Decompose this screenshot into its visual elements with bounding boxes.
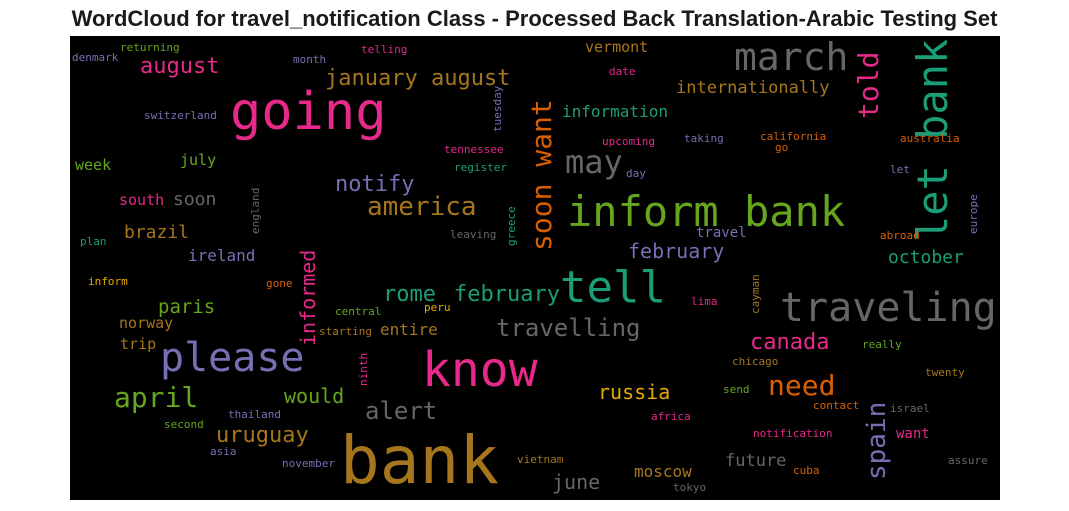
- word-told: told: [852, 51, 885, 119]
- word-america: america: [367, 192, 477, 222]
- word-april: april: [114, 381, 199, 414]
- word-cuba: cuba: [793, 464, 820, 477]
- word-thailand: thailand: [228, 408, 281, 421]
- word-spain: spain: [862, 401, 892, 480]
- word-traveling: traveling: [780, 285, 997, 331]
- word-travel: travel: [696, 225, 747, 241]
- word-ireland: ireland: [188, 246, 256, 265]
- word-july: july: [180, 151, 217, 169]
- word-chicago: chicago: [732, 355, 779, 368]
- word-soon: soon: [173, 189, 217, 210]
- word-paris: paris: [158, 296, 216, 318]
- word-gone: gone: [266, 277, 293, 290]
- word-russia: russia: [598, 380, 671, 404]
- word-go: go: [775, 141, 789, 154]
- word-telling: telling: [361, 43, 408, 56]
- word-california: california: [760, 130, 827, 143]
- word-denmark: denmark: [72, 51, 119, 64]
- word-abroad: abroad: [880, 229, 920, 242]
- word-let: let: [890, 163, 910, 176]
- word-rome: rome: [383, 282, 436, 307]
- word-cayman: cayman: [749, 274, 762, 314]
- word-know: know: [422, 342, 538, 398]
- word-africa: africa: [651, 410, 691, 423]
- chart-title: WordCloud for travel_notification Class …: [71, 6, 998, 31]
- word-date: date: [609, 65, 636, 78]
- word-lima: lima: [691, 295, 718, 308]
- word-really: really: [862, 338, 902, 351]
- word-bank: bank: [340, 422, 499, 499]
- word-ninth: ninth: [357, 352, 370, 386]
- word-january-august: january august: [325, 66, 511, 91]
- word-vermont: vermont: [585, 38, 649, 56]
- word-inform-bank: inform bank: [567, 187, 846, 236]
- word-tell: tell: [560, 262, 666, 313]
- word-upcoming: upcoming: [602, 135, 655, 148]
- word-february-mid: february: [454, 282, 560, 307]
- word-vietnam: vietnam: [517, 453, 564, 466]
- word-uruguay: uruguay: [216, 423, 309, 448]
- word-south: south: [119, 191, 165, 209]
- word-greece: greece: [505, 206, 518, 246]
- word-australia: australia: [900, 132, 960, 145]
- word-inform: inform: [88, 275, 128, 288]
- word-taking: taking: [684, 132, 724, 145]
- word-entire: entire: [380, 320, 438, 339]
- word-tokyo: tokyo: [673, 481, 707, 494]
- word-soon-want: soon want: [525, 99, 558, 251]
- word-day: day: [626, 167, 646, 180]
- word-israel: israel: [890, 402, 930, 415]
- word-october: october: [888, 247, 964, 268]
- word-switzerland: switzerland: [144, 109, 217, 122]
- word-want: want: [896, 426, 930, 442]
- word-canada: canada: [750, 330, 830, 355]
- word-leaving: leaving: [450, 228, 497, 241]
- word-tuesday: tuesday: [491, 85, 504, 132]
- word-trip: trip: [120, 335, 157, 353]
- word-informed: informed: [296, 249, 320, 346]
- word-august: august: [140, 54, 220, 79]
- word-information: information: [562, 102, 668, 121]
- word-brazil: brazil: [124, 222, 190, 243]
- word-second: second: [164, 418, 204, 431]
- word-asia: asia: [210, 445, 237, 458]
- word-month: month: [293, 53, 327, 66]
- word-norway: norway: [119, 314, 174, 332]
- word-june: june: [552, 470, 601, 494]
- wordcloud-canvas: bank going inform bank traveling know pl…: [70, 36, 1000, 500]
- word-contact: contact: [813, 399, 860, 412]
- word-march: march: [734, 36, 849, 79]
- word-england: england: [249, 187, 262, 234]
- word-internationally: internationally: [676, 78, 830, 98]
- word-starting: starting: [319, 325, 372, 338]
- word-would: would: [284, 384, 345, 408]
- word-central: central: [335, 305, 382, 318]
- word-february-right: february: [628, 239, 725, 263]
- word-travelling: travelling: [496, 314, 641, 342]
- word-peru: peru: [424, 301, 451, 314]
- word-please: please: [160, 335, 305, 381]
- word-send: send: [723, 383, 750, 396]
- word-may: may: [565, 143, 623, 181]
- word-going: going: [230, 82, 387, 142]
- word-assure: assure: [948, 454, 988, 467]
- word-plan: plan: [80, 235, 107, 248]
- word-notification: notification: [753, 427, 833, 440]
- word-november: november: [282, 457, 335, 470]
- word-alert: alert: [365, 397, 438, 425]
- word-europe: europe: [967, 194, 980, 234]
- word-twenty: twenty: [925, 366, 965, 379]
- word-register: register: [454, 161, 507, 174]
- word-future: future: [725, 451, 787, 471]
- word-notify: notify: [335, 172, 415, 197]
- word-week: week: [75, 156, 112, 174]
- word-tennessee: tennessee: [444, 143, 504, 156]
- word-moscow: moscow: [634, 462, 692, 481]
- word-need: need: [768, 369, 836, 402]
- word-returning: returning: [120, 41, 180, 54]
